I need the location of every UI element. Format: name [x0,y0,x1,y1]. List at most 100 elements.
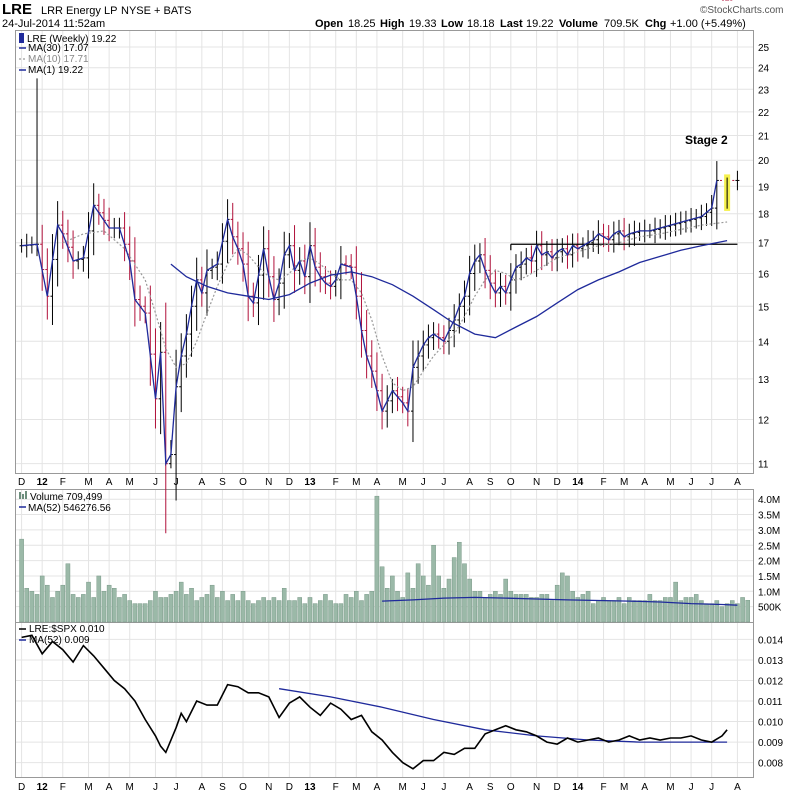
volume-bar [91,597,96,623]
price-y-tick-label: 23 [758,85,770,96]
volume-bar [735,603,740,623]
volume-bar [709,603,714,623]
ratio-x-tick-label: M [126,782,134,793]
datetime: 24-Jul-2014 11:52am [2,18,105,30]
volume-bar [657,600,663,623]
volume-bar [328,600,333,623]
price-x-tick-label: J [709,477,714,488]
volume-bar [508,591,514,623]
volume-bar [642,600,647,623]
volume-bar [472,591,478,623]
volume-bar [590,603,596,623]
volume-bar [55,591,60,623]
price-x-tick-label: F [333,477,339,488]
price-x-tick-label: D [286,477,293,488]
volume-bar [343,594,349,623]
ratio-x-tick-label: J [709,782,714,793]
price-x-tick-label: O [507,477,515,488]
ratio-x-tick-label: D [554,782,561,793]
price-x-tick-label: A [734,477,741,488]
volume-y-tick-label: 4.0M [758,495,780,506]
price-x-tick-label: J [421,477,426,488]
volume-bar [673,581,678,623]
volume-bar [281,588,287,623]
price-x-tick-label: A [198,477,205,488]
volume-bar [292,600,297,623]
volume-bar [560,572,565,623]
volume-label: Volume [559,18,598,30]
volume-bar [477,591,483,623]
volume-bar [34,594,40,623]
volume-bar [199,597,205,623]
volume-bar [354,591,359,623]
volume-ma52-line [382,596,738,606]
price-x-tick-label: M [620,477,628,488]
ratio-x-tick-label: N [533,782,540,793]
price-x-tick-label: 14 [572,477,584,488]
price-y-tick-label: 25 [758,43,770,54]
ratio-x-tick-label: 14 [572,782,584,793]
volume-bar [544,594,550,623]
volume-bar [683,597,689,623]
ratio-y-tick-label: 0.012 [758,676,783,687]
volume-bar [338,603,344,623]
volume-bar [637,600,642,623]
price-x-tick-label: D [18,477,25,488]
volume-bar [173,591,179,623]
volume-legend-bar-2 [22,494,24,499]
ratio-x-tick-label: A [641,782,648,793]
ratio-panel [15,622,754,778]
price-x-tick-label: M [84,477,92,488]
volume-bar [513,594,519,623]
low-value: 18.18 [467,18,495,30]
volume-bar [601,597,606,623]
price-x-tick-label: J [689,477,694,488]
volume-bar [699,600,704,623]
ratio-x-tick-label: J [153,782,158,793]
volume-bar [554,584,560,623]
ratio-y-tick-label: 0.010 [758,718,783,729]
volume-bar [225,600,230,623]
volume-bar [693,594,699,623]
volume-legend-bar-1 [19,492,21,499]
volume-bar [441,588,447,623]
ratio-x-tick-label: M [84,782,92,793]
ratio-x-tick-label: D [18,782,25,793]
ratio-x-tick-label: A [198,782,205,793]
price-x-tick-label: J [441,477,446,488]
volume-bar [235,600,241,623]
ratio-x-tick-label: O [507,782,515,793]
volume-bar [724,603,730,623]
volume-bar [168,594,174,623]
volume-bar [575,597,581,623]
volume-bar [184,594,189,623]
ratio-x-tick-label: D [286,782,293,793]
volume-bar [204,594,210,623]
volume-bar [220,591,225,623]
volume-bar [395,591,400,623]
volume-bar [652,600,658,623]
price-x-tick-label: J [153,477,158,488]
volume-bar [323,594,328,623]
price-panel [15,30,754,474]
price-x-tick-label: F [600,477,606,488]
ratio-ma52-line [278,688,728,743]
volume-bar [256,600,261,623]
price-y-tick-label: 17 [758,239,770,250]
volume-bar [245,600,251,623]
volume-bar [215,597,220,623]
volume-bar [627,597,632,623]
ratio-x-tick-label: 13 [304,782,316,793]
volume-bar [719,606,725,623]
price-y-tick-label: 16 [758,270,770,281]
ratio-y-tick-label: 0.013 [758,656,783,667]
volume-bar [621,603,627,623]
ratio-x-tick-label: J [689,782,694,793]
volume-bar [688,597,694,623]
high-label: High [380,18,405,30]
volume-bar [493,591,498,623]
volume-bar [647,594,653,623]
volume-bar [549,600,555,623]
price-x-tick-label: A [466,477,473,488]
volume-bar [503,578,508,623]
